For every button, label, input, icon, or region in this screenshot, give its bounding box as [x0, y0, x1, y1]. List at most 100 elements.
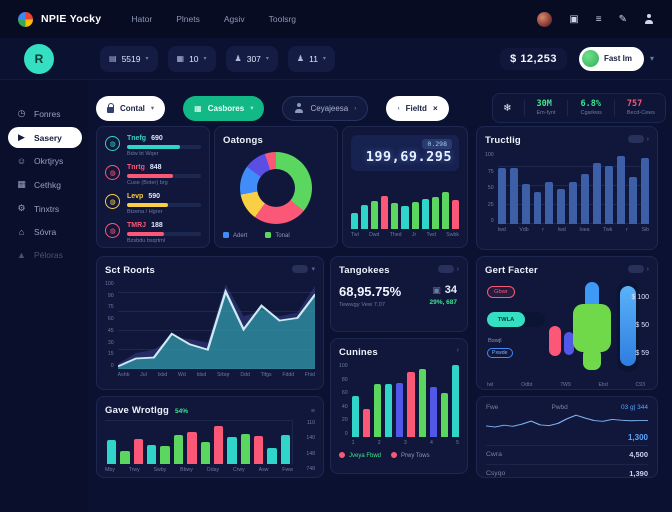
people-filter-button[interactable]: Ceyajeesa › — [282, 95, 369, 121]
panel-options-button[interactable]: › — [437, 265, 459, 273]
chip-teams[interactable]: ♟ 11 ▾ — [287, 45, 335, 72]
bar — [401, 206, 409, 229]
metric-progress-fill — [127, 174, 173, 178]
bar — [361, 205, 369, 229]
sidebar-item-sasery[interactable]: ▶ Sasery — [8, 127, 82, 148]
app-title: NPIE Yocky — [41, 13, 102, 25]
sidebar-item-label: Sasery — [34, 132, 62, 143]
menu-icon[interactable]: ≡ — [310, 408, 315, 415]
panel-options-button[interactable]: › — [627, 265, 649, 273]
chip-items[interactable]: ▤ 5519 ▾ — [100, 45, 158, 72]
bar — [431, 196, 439, 229]
sidebar-item-label: Tinxtrs — [34, 203, 60, 214]
options-pill-icon — [627, 265, 644, 273]
dashboard-filter-button[interactable]: ▦ Casbores ▾ — [183, 95, 265, 121]
nav-item-2[interactable]: Agsiv — [223, 14, 245, 24]
metric-value: 690 — [151, 135, 163, 142]
nav-item-1[interactable]: Plnets — [176, 14, 200, 24]
control-filter-button[interactable]: Contal ▾ — [96, 95, 166, 121]
panel-options-button[interactable]: ▾ — [292, 265, 315, 273]
kpi-label: Cgarkws — [580, 109, 602, 116]
brackets-icon[interactable]: ▣ — [569, 13, 579, 25]
metric-body: TMRJ 188 Bzsbdu bsqrtrnl — [127, 222, 201, 244]
tick-label: Twl — [351, 232, 359, 238]
bar — [385, 383, 393, 437]
metric-item[interactable]: ◍ Tnrtg 848 Cuse (Boter) brg — [105, 164, 201, 186]
tick-label: Ddd — [240, 372, 250, 378]
donut-wrap — [223, 152, 329, 224]
tick-label: Dwd — [369, 232, 380, 238]
panel-tangokees: Tangokees › 68,95.75% Tewwgy Vew 7.07 ▣ 3… — [330, 256, 468, 332]
metric-item[interactable]: ◍ TMRJ 188 Bzsbdu bsqrtrnl — [105, 222, 201, 244]
bar — [396, 382, 404, 437]
menu-icon[interactable]: ≡ — [595, 13, 602, 25]
tick-label: Asw — [258, 467, 269, 473]
tick-label: Swby — [153, 467, 167, 473]
top-actions: ▣ ≡ ✎ — [537, 11, 654, 27]
kpi-strip: ❄ 30M Em-fynt 6.8% Cgarkws 757 Becd-Cews — [492, 93, 666, 123]
gert-red-bar — [549, 326, 561, 356]
sidebar-item-okrtjrys[interactable]: ☺ Okrtjrys — [8, 151, 82, 171]
sidebar-item-tinxtrs[interactable]: ⚙ Tinxtrs — [8, 198, 82, 219]
tango-main: 68,95.75% Tewwgy Vew 7.07 — [339, 284, 401, 308]
legend-label: Prwy Tows — [401, 453, 430, 459]
profile-pill-button[interactable]: Fast lm — [578, 46, 644, 71]
chevron-down-icon[interactable]: ▾ — [649, 54, 654, 63]
quote-row[interactable]: Cwra 4,500 — [486, 445, 648, 461]
metric-subtitle: Bdw bt Wqer — [127, 151, 159, 157]
panel-sct-roorts: Sct Roorts ▾ 100 90 75 60 45 30 15 0 Ashb Jul Ixb… — [96, 256, 324, 390]
x-axis-labels: Iwd Vdb r Iwd Ioea Twk r Sib — [498, 227, 649, 233]
quotes-col3: 03 g| 344 — [620, 404, 648, 411]
field-filter-button[interactable]: ‹ Fieltd × — [386, 95, 449, 121]
profile-icon[interactable] — [644, 14, 654, 24]
user-icon: ☺ — [16, 156, 27, 166]
kpi-label: Em-fynt — [536, 109, 556, 116]
user-avatar[interactable] — [537, 11, 553, 27]
tick-label: Twk — [603, 227, 613, 233]
workspace-avatar[interactable]: R — [24, 43, 54, 74]
donut-legend: Adert Tonal — [223, 232, 329, 239]
right-axis-labels: 110 140 148 748 — [293, 420, 315, 472]
sidebar-item-label: Cethkg — [34, 179, 61, 190]
chip-users[interactable]: ♟ 307 ▾ — [225, 45, 278, 72]
tango-delta: 29%, 687 — [429, 299, 457, 306]
tick-label: Iwl — [487, 382, 494, 388]
tick-label: Ixbd — [157, 372, 168, 378]
sidebar-item-fonres[interactable]: ◷ Fonres — [8, 103, 82, 124]
tick-label: 7W9 — [560, 382, 571, 388]
sidebar-item-peloras[interactable]: ▲ Péloras — [8, 245, 82, 265]
close-icon[interactable]: × — [432, 103, 438, 113]
sidebar-item-cethkg[interactable]: ▦ Cethkg — [8, 174, 82, 195]
metric-body: Tnefg 690 Bdw bt Wqer — [127, 135, 201, 157]
bar — [351, 213, 359, 229]
nav-item-3[interactable]: Toolsrg — [268, 14, 297, 24]
quote-row[interactable]: Csyqo 1,390 — [486, 464, 648, 480]
sidebar-item-sovra[interactable]: ⌂ Sóvra — [8, 222, 82, 242]
pen-icon[interactable]: ✎ — [618, 13, 627, 25]
metric-progress-fill — [127, 145, 181, 149]
bar — [593, 162, 602, 224]
people-icon: ♟ — [296, 54, 305, 63]
counter-value: 199,69.295 — [365, 149, 452, 165]
tango-content: 68,95.75% Tewwgy Vew 7.07 ▣ 34 29%, 687 — [339, 284, 459, 308]
nav-item-0[interactable]: Hator — [131, 14, 153, 24]
legend-swatch — [223, 232, 229, 238]
panel-options-button[interactable]: › — [627, 135, 649, 143]
metric-subtitle: Bzsbdu bsqrtrnl — [127, 238, 166, 244]
filter-label: Fieltd — [405, 103, 427, 113]
bar — [213, 426, 224, 464]
chip-cart[interactable]: ▦ 10 ▾ — [167, 45, 216, 72]
metric-label: TMRJ — [127, 222, 147, 229]
metric-item[interactable]: ◍ Levp 590 Btzena / Hgrer — [105, 193, 201, 215]
bar — [521, 184, 530, 224]
legend-label: Jveya Fbwd — [349, 453, 382, 459]
metric-item[interactable]: ◍ Tnefg 690 Bdw bt Wqer — [105, 135, 201, 157]
panel-options-button[interactable]: › — [457, 347, 459, 354]
main-content: Contal ▾ ▦ Casbores ▾ Ceyajeesa › ‹ Fiel… — [88, 80, 672, 512]
tick-label: Idsd — [196, 372, 207, 378]
x-axis-labels: Ashb Jul Ixbd Wd Idsd Srbqr Ddd Tifgs Fddd Fhid — [118, 372, 315, 378]
legend-item: Adert — [223, 232, 247, 239]
gert-indigo-bar — [564, 332, 574, 355]
chevron-down-icon: ▾ — [203, 56, 207, 62]
person-icon: ♟ — [234, 54, 242, 63]
